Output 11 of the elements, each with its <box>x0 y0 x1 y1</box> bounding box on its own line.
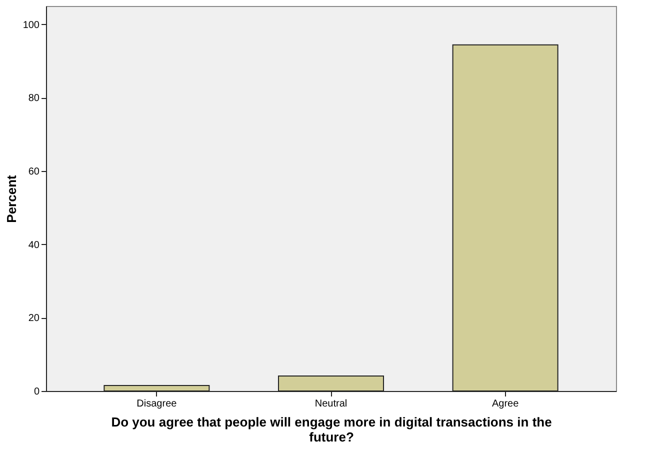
y-tick-label: 20 <box>28 313 40 324</box>
x-tick-label: Disagree <box>136 398 178 410</box>
x-tick-label: Neutral <box>314 398 348 410</box>
y-tick-label: 100 <box>22 20 40 31</box>
y-tick-label: 0 <box>34 386 40 398</box>
y-tick-label: 80 <box>28 93 40 104</box>
x-axis-title: Do you agree that people will engage more in digital transactions in the future? <box>111 414 552 444</box>
x-tick-label: Agree <box>492 398 520 410</box>
y-tick-label: 40 <box>28 240 40 251</box>
y-tick-label: 60 <box>28 166 40 178</box>
y-axis-title: Percent <box>4 174 19 223</box>
